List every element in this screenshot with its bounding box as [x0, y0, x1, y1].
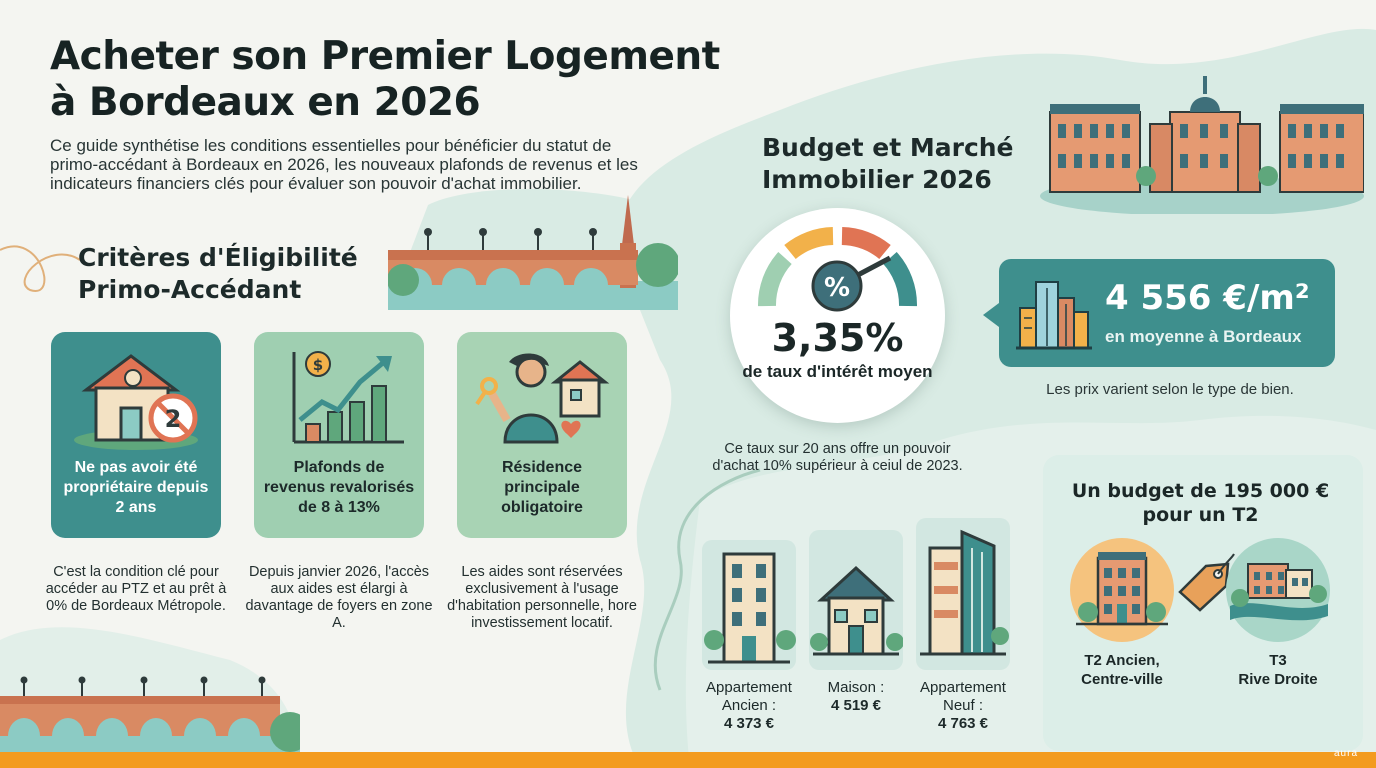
- property-type: Appartement: [706, 679, 792, 696]
- property-type-detail: Neuf :: [942, 697, 984, 714]
- old-apartment-building-icon: [704, 552, 796, 664]
- interest-rate-gauge: [730, 208, 945, 423]
- eligibility-title-line1: Critères d'Éligibilité: [78, 243, 358, 272]
- gauge-dial-icon: %: [758, 227, 917, 312]
- intro-text: Ce guide synthétise les conditions essen…: [50, 136, 638, 193]
- price-note: Les prix varient selon le type de bien.: [1046, 381, 1294, 398]
- budget-option-t2: T2 Ancien, Centre-ville: [1052, 651, 1192, 689]
- budget-title-line2: pour un T2: [1142, 504, 1259, 526]
- eligibility-card-description: Les aides sont réservées exclusivement à…: [447, 564, 637, 631]
- eligibility-section-title: Critères d'Éligibilité Primo-Accédant: [78, 242, 358, 306]
- price-box-pointer: [983, 300, 1003, 330]
- riverside-buildings-icon: [1226, 538, 1330, 642]
- property-type: Appartement: [920, 679, 1006, 696]
- market-title-line2: Immobilier 2026: [762, 165, 992, 194]
- bottom-bridge-illustration-icon: [0, 676, 300, 752]
- property-label-old-apartment: Appartement Ancien : 4 373 €: [694, 679, 804, 733]
- decor-line-2: [653, 468, 761, 691]
- property-label-new-apartment: Appartement Neuf : 4 763 €: [908, 679, 1018, 733]
- market-title-line1: Budget et Marché: [762, 133, 1014, 162]
- budget-option-t3: T3 Rive Droite: [1208, 651, 1348, 689]
- property-price: 4 763 €: [937, 715, 989, 732]
- city-center-building-icon: [1070, 538, 1174, 642]
- eligibility-card-income: $ Plafonds de revenus revalorisés de 8 à…: [254, 332, 424, 538]
- house-icon: [810, 565, 903, 656]
- property-type-detail: Ancien :: [721, 697, 777, 714]
- eligibility-card-label: Ne pas avoir été propriétaire depuis 2 a…: [63, 459, 209, 516]
- property-label-house: Maison : 4 519 €: [801, 679, 911, 715]
- bordeaux-buildings-illustration-icon: [1040, 76, 1364, 214]
- budget-title: Un budget de 195 000 € pour un T2: [1058, 479, 1343, 527]
- budget-option-line2: Centre-ville: [1081, 671, 1163, 688]
- bridge-illustration-icon: [388, 188, 678, 310]
- market-section-title: Budget et Marché Immobilier 2026: [762, 132, 1014, 196]
- page-title: Acheter son Premier Logement à Bordeaux …: [50, 34, 730, 126]
- budget-option-line1: T2 Ancien,: [1084, 652, 1160, 669]
- eligibility-card-description: Depuis janvier 2026, l'accès aux aides e…: [245, 564, 433, 631]
- price-per-m2-value: 4 556 €/m²: [1105, 278, 1310, 318]
- eligibility-card-label: Plafonds de revenus revalorisés de 8 à 1…: [263, 459, 415, 516]
- footer-bar: [0, 752, 1376, 768]
- property-price: 4 373 €: [723, 715, 775, 732]
- eligibility-card-description: C'est la condition clé pour accéder au P…: [45, 564, 227, 614]
- property-price: 4 519 €: [830, 697, 882, 714]
- interest-rate-description: Ce taux sur 20 ans offre un pouvoir d'ac…: [712, 441, 963, 474]
- ownership-badge-number: 2: [165, 405, 182, 433]
- eligibility-title-line2: Primo-Accédant: [78, 275, 302, 304]
- rising-income-chart-icon: $: [292, 351, 404, 444]
- price-tag-icon: [1178, 553, 1235, 612]
- eligibility-card-ownership: 2 Ne pas avoir été propriétaire depuis 2…: [51, 332, 221, 538]
- decor-line: [0, 245, 81, 292]
- person-with-key-and-house-icon: [475, 353, 610, 444]
- gauge-percent-symbol: %: [824, 273, 850, 303]
- page-title-line1: Acheter son Premier Logement: [50, 34, 720, 79]
- city-skyline-icon: [1016, 281, 1092, 350]
- eligibility-card-residence: Résidence principale obligatoire: [457, 332, 627, 538]
- budget-option-line1: T3: [1269, 652, 1287, 669]
- budget-title-line1: Un budget de 195 000 €: [1071, 480, 1330, 502]
- price-per-m2-caption: en moyenne à Bordeaux: [1105, 327, 1302, 346]
- page-title-line2: à Bordeaux en 2026: [50, 80, 481, 125]
- budget-option-line2: Rive Droite: [1238, 671, 1318, 688]
- interest-rate-value: 3,35%: [771, 316, 904, 360]
- interest-rate-label: de taux d'intérêt moyen: [742, 362, 933, 381]
- property-type: Maison :: [827, 679, 885, 696]
- income-dollar-symbol: $: [313, 356, 323, 374]
- eligibility-card-label: Résidence principale obligatoire: [501, 459, 583, 516]
- brand-logo: aura: [1334, 748, 1359, 759]
- house-no-ownership-icon: 2: [74, 354, 198, 450]
- new-apartment-building-icon: [920, 529, 1009, 656]
